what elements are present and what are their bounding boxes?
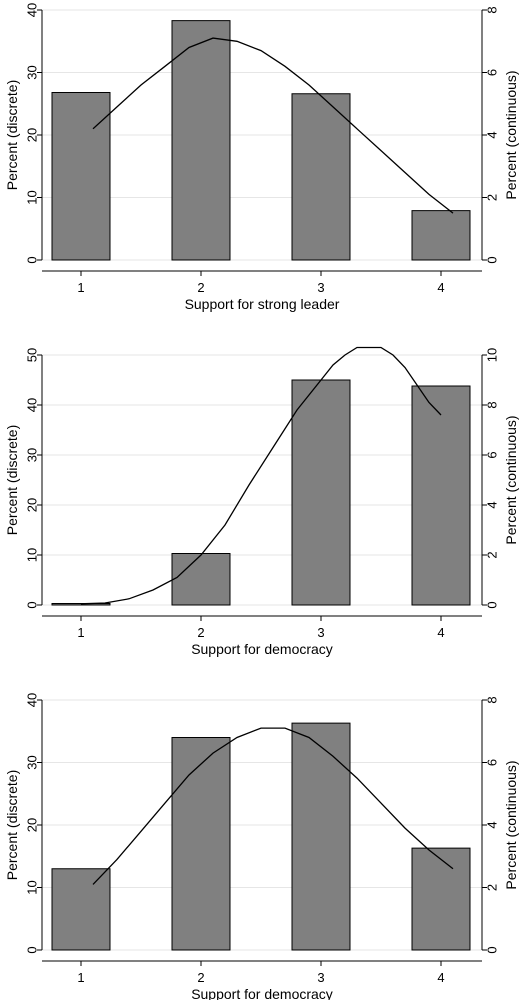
x-tick-label: 3 [317,280,324,295]
chart-panel-2: 0 10 20 30 40 50 Percent (discrete) 0 2 4 6 8 10 Perc… [4,346,519,657]
x-axis-label: Support for democracy [191,641,333,657]
bar-2 [171,737,231,951]
left-tick-label: 40 [25,693,40,707]
bar-4 [411,847,471,951]
x-tick-label: 1 [77,625,84,640]
left-axis-label: Percent (discrete) [4,770,20,880]
bar-2 [171,20,231,261]
left-axis-label: Percent (discrete) [4,80,20,190]
left-tick-label: 30 [25,755,40,769]
right-tick-label: 10 [485,348,500,362]
right-tick-label: 8 [485,401,500,408]
x-tick-label: 2 [197,280,204,295]
right-tick-label: 6 [485,451,500,458]
bar-3 [291,722,351,951]
right-tick-label: 6 [485,69,500,76]
x-tick-label: 4 [437,625,444,640]
right-axis-label: Percent (continuous) [503,415,519,544]
density-curve [92,37,454,214]
right-tick-label: 4 [485,821,500,828]
right-axis-label: Percent (continuous) [503,70,519,199]
right-tick-label: 2 [485,551,500,558]
right-tick-label: 4 [485,501,500,508]
left-tick-label: 20 [25,818,40,832]
left-tick-label: 40 [25,398,40,412]
left-tick-label: 10 [25,548,40,562]
right-tick-label: 0 [485,256,500,263]
left-axis-label: Percent (discrete) [4,425,20,535]
left-tick-label: 10 [25,190,40,204]
x-tick-label: 1 [77,970,84,985]
x-tick-label: 4 [437,970,444,985]
x-tick-label: 2 [197,970,204,985]
right-tick-label: 8 [485,696,500,703]
bar-3 [291,93,351,261]
left-tick-label: 20 [25,498,40,512]
left-tick-label: 0 [25,601,40,608]
x-tick-label: 2 [197,625,204,640]
left-tick-label: 30 [25,65,40,79]
bar-1 [51,868,111,951]
density-curve [92,727,454,885]
right-tick-label: 2 [485,884,500,891]
left-tick-label: 50 [25,348,40,362]
bar-2 [171,553,231,606]
x-tick-label: 4 [437,280,444,295]
left-tick-label: 30 [25,448,40,462]
right-tick-label: 0 [485,946,500,953]
x-tick-label: 3 [317,970,324,985]
left-tick-label: 20 [25,128,40,142]
left-tick-label: 0 [25,256,40,263]
right-tick-label: 4 [485,131,500,138]
bar-4 [411,210,471,261]
chart-panel-1: 0 10 20 30 40 Percent (discrete) 0 2 4 6 8 Percent … [4,3,519,312]
density-curve [80,346,442,605]
right-tick-label: 8 [485,6,500,13]
chart-panel-3: 0 10 20 30 40 Percent (discrete) 0 2 4 6 8 Percent … [4,693,519,1000]
x-tick-label: 3 [317,625,324,640]
left-tick-label: 40 [25,3,40,17]
right-tick-label: 6 [485,759,500,766]
x-tick-label: 1 [77,280,84,295]
left-tick-label: 10 [25,880,40,894]
right-axis-label: Percent (continuous) [503,760,519,889]
right-tick-label: 2 [485,194,500,201]
x-axis-label: Support for strong leader [185,296,340,312]
x-axis-label: Support for democracy [191,986,333,1000]
right-tick-label: 0 [485,601,500,608]
bar-4 [411,385,471,606]
left-tick-label: 0 [25,946,40,953]
bar-1 [51,92,111,261]
bar-3 [291,379,351,606]
